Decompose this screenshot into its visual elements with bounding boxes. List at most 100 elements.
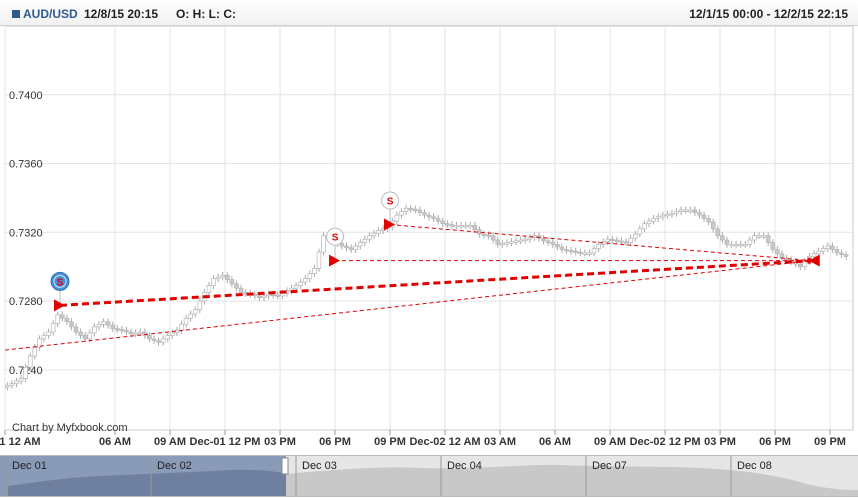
candle-body bbox=[495, 239, 501, 245]
candle-body bbox=[486, 234, 491, 237]
candle-body bbox=[715, 228, 721, 237]
candle-body bbox=[825, 245, 831, 249]
candle-body bbox=[376, 230, 381, 234]
candle-body bbox=[156, 340, 161, 343]
x-tick-label: 06 AM bbox=[99, 436, 131, 448]
navigator-area-selected bbox=[8, 469, 286, 496]
candle-body bbox=[225, 274, 230, 280]
range-navigator[interactable]: Dec 01 Dec 02 Dec 03 Dec 04 Dec 07 Dec 08 bbox=[0, 455, 858, 497]
candle-body bbox=[710, 221, 716, 230]
navigator-label: Dec 04 bbox=[447, 460, 482, 472]
candle-body bbox=[504, 242, 510, 245]
navigator-label: Dec 01 bbox=[12, 460, 47, 472]
candle-body bbox=[87, 332, 93, 340]
candle-body bbox=[23, 366, 28, 379]
x-tick-label: 03 AM bbox=[484, 436, 516, 448]
candle-body bbox=[431, 216, 436, 219]
navigator-label: Dec 07 bbox=[592, 460, 627, 472]
candle-body bbox=[619, 240, 624, 243]
candle-body bbox=[261, 295, 267, 298]
navigator-label: Dec 08 bbox=[737, 460, 772, 472]
candle-body bbox=[353, 245, 358, 250]
candle-body bbox=[170, 332, 175, 336]
candle-body bbox=[614, 239, 620, 242]
signal-arrow bbox=[54, 299, 66, 312]
candle-body bbox=[637, 228, 643, 235]
candle-body bbox=[472, 225, 478, 231]
candle-body bbox=[541, 237, 546, 242]
candle-body bbox=[96, 323, 102, 328]
candle-body bbox=[14, 380, 19, 384]
navigator-area-rest bbox=[286, 464, 858, 496]
trend-line bbox=[4, 260, 812, 351]
candle-body bbox=[417, 209, 423, 213]
candle-body bbox=[105, 321, 111, 326]
candle-body bbox=[513, 240, 519, 243]
candle-body bbox=[266, 293, 271, 297]
candle-body bbox=[426, 214, 432, 218]
candle-body bbox=[756, 235, 762, 238]
candle-body bbox=[188, 313, 193, 319]
date-range-label: 12/1/15 00:00 - 12/2/15 22:15 bbox=[689, 7, 848, 21]
candle-body bbox=[133, 332, 138, 335]
candle-body bbox=[518, 239, 523, 242]
candle-body bbox=[628, 237, 633, 243]
candle-body bbox=[688, 209, 693, 212]
signal-arrow bbox=[329, 254, 341, 267]
x-tick-label: 03 PM bbox=[704, 436, 736, 448]
candle-body bbox=[445, 223, 450, 226]
candle-body bbox=[293, 285, 299, 289]
candle-body bbox=[192, 309, 198, 315]
candle-body bbox=[449, 224, 455, 227]
navigator-label: Dec 02 bbox=[157, 460, 192, 472]
candle-body bbox=[500, 243, 505, 246]
candle-body bbox=[683, 209, 688, 212]
signal-label: S bbox=[332, 233, 339, 244]
candle-body bbox=[692, 209, 698, 213]
candle-body bbox=[137, 331, 143, 334]
candle-body bbox=[151, 338, 157, 341]
candle-body bbox=[605, 238, 611, 243]
candle-body bbox=[454, 225, 459, 228]
x-tick-label: 06 AM bbox=[539, 436, 571, 448]
candle-body bbox=[50, 323, 56, 333]
candle-body bbox=[412, 208, 418, 211]
candle-body bbox=[467, 225, 473, 228]
candle-body bbox=[362, 238, 368, 243]
candle-body bbox=[843, 254, 849, 257]
candle-body bbox=[632, 233, 638, 239]
candle-body bbox=[312, 268, 317, 274]
candle-body bbox=[591, 248, 597, 254]
chart-credit: Chart by Myfxbook.com bbox=[12, 422, 128, 434]
candle-body bbox=[550, 242, 556, 245]
candle-body bbox=[46, 331, 51, 336]
candle-body bbox=[665, 213, 670, 217]
candle-body bbox=[697, 212, 702, 216]
candle-body bbox=[779, 253, 785, 259]
candle-body bbox=[119, 329, 125, 332]
candle-body bbox=[798, 263, 803, 268]
candle-body bbox=[642, 223, 647, 230]
candle-body bbox=[27, 355, 33, 368]
end-marker bbox=[807, 257, 811, 264]
x-tick-label: 09 AM bbox=[594, 436, 626, 448]
ohlc-label: O: H: L: C: bbox=[176, 7, 236, 21]
candle-body bbox=[234, 283, 239, 289]
candle-body bbox=[568, 249, 574, 253]
signal-marker-inner bbox=[53, 274, 67, 288]
candle-body bbox=[55, 314, 60, 324]
candle-body bbox=[302, 278, 308, 283]
candle-body bbox=[802, 261, 808, 268]
candle-body bbox=[701, 214, 707, 219]
x-tick-label: 09 PM bbox=[374, 436, 406, 448]
navigator-area[interactable]: Dec 01 Dec 02 Dec 03 Dec 04 Dec 07 Dec 08 bbox=[0, 456, 858, 496]
candle-body bbox=[399, 211, 404, 216]
candle-body bbox=[770, 242, 776, 250]
candle-body bbox=[678, 209, 684, 213]
candle-body bbox=[811, 253, 817, 257]
signal-arrow bbox=[384, 218, 396, 231]
candle-body bbox=[545, 240, 551, 243]
candle-body bbox=[5, 384, 10, 388]
candle-body bbox=[229, 279, 235, 285]
